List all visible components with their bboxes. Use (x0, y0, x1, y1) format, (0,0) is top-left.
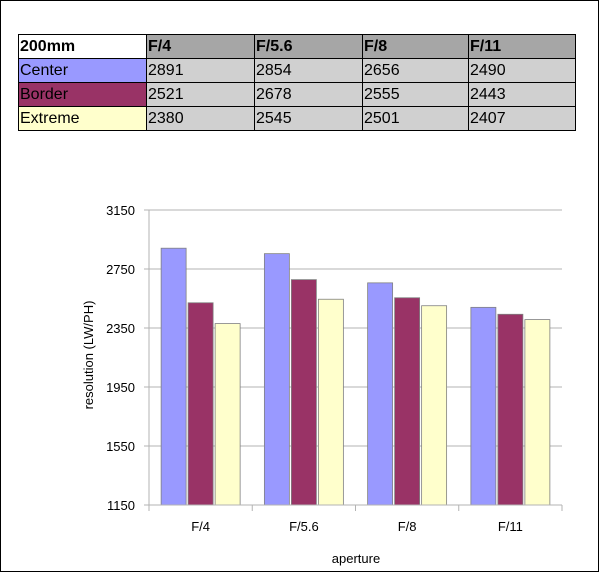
table-cell: 2656 (362, 58, 469, 83)
column-header: F/11 (468, 34, 576, 59)
table-cell: 2380 (146, 106, 255, 131)
y-tick-label: 2350 (106, 321, 135, 336)
x-axis-title: aperture (332, 551, 380, 566)
x-tick-label: F/11 (498, 519, 523, 534)
row-label-center: Center (18, 58, 147, 83)
y-axis-title: resolution (LW/PH) (81, 301, 96, 410)
table-header-row: 200mm F/4 F/5.6 F/8 F/11 (18, 34, 576, 59)
bar-center (263, 253, 290, 506)
y-tick-label: 1550 (106, 439, 135, 454)
table-cell: 2555 (362, 82, 469, 107)
table-row: Extreme 2380 2545 2501 2407 (18, 106, 576, 131)
table-cell: 2490 (468, 58, 576, 83)
bar-border (497, 313, 524, 506)
table-row: Border 2521 2678 2555 2443 (18, 82, 576, 107)
axes: 1150 1550 1950 2350 2750 3150 F/4 F/5.6 F/8 F/11 (106, 203, 563, 534)
table-corner-label: 200mm (18, 34, 147, 59)
column-header: F/4 (146, 34, 255, 59)
y-tick-label: 1150 (107, 498, 135, 513)
x-tick-label: F/8 (398, 519, 417, 534)
table-cell: 2678 (254, 82, 363, 107)
table-row: Center 2891 2854 2656 2490 (18, 58, 576, 83)
row-label-border: Border (18, 82, 147, 107)
bar-extreme (317, 298, 344, 506)
bar-border (394, 297, 421, 506)
bar-border (187, 302, 214, 506)
bars (160, 247, 551, 506)
bar-extreme (524, 319, 551, 506)
data-table: 200mm F/4 F/5.6 F/8 F/11 Center 2891 285… (18, 34, 576, 131)
row-label-extreme: Extreme (18, 106, 147, 131)
table-cell: 2407 (468, 106, 576, 131)
column-header: F/8 (362, 34, 469, 59)
bar-center (160, 247, 187, 506)
table-cell: 2501 (362, 106, 469, 131)
y-tick-label: 2750 (106, 262, 135, 277)
bar-center (470, 306, 497, 506)
y-tick-label: 3150 (106, 203, 135, 218)
table-cell: 2443 (468, 82, 576, 107)
table-cell: 2891 (146, 58, 255, 83)
bar-center (367, 282, 394, 506)
bar-border (290, 279, 317, 506)
table-cell: 2521 (146, 82, 255, 107)
x-tick-label: F/4 (191, 519, 210, 534)
y-tick-label: 1950 (106, 380, 135, 395)
bar-extreme (214, 323, 241, 506)
table-cell: 2545 (254, 106, 363, 131)
x-tick-label: F/5.6 (289, 519, 319, 534)
bar-extreme (421, 305, 448, 506)
